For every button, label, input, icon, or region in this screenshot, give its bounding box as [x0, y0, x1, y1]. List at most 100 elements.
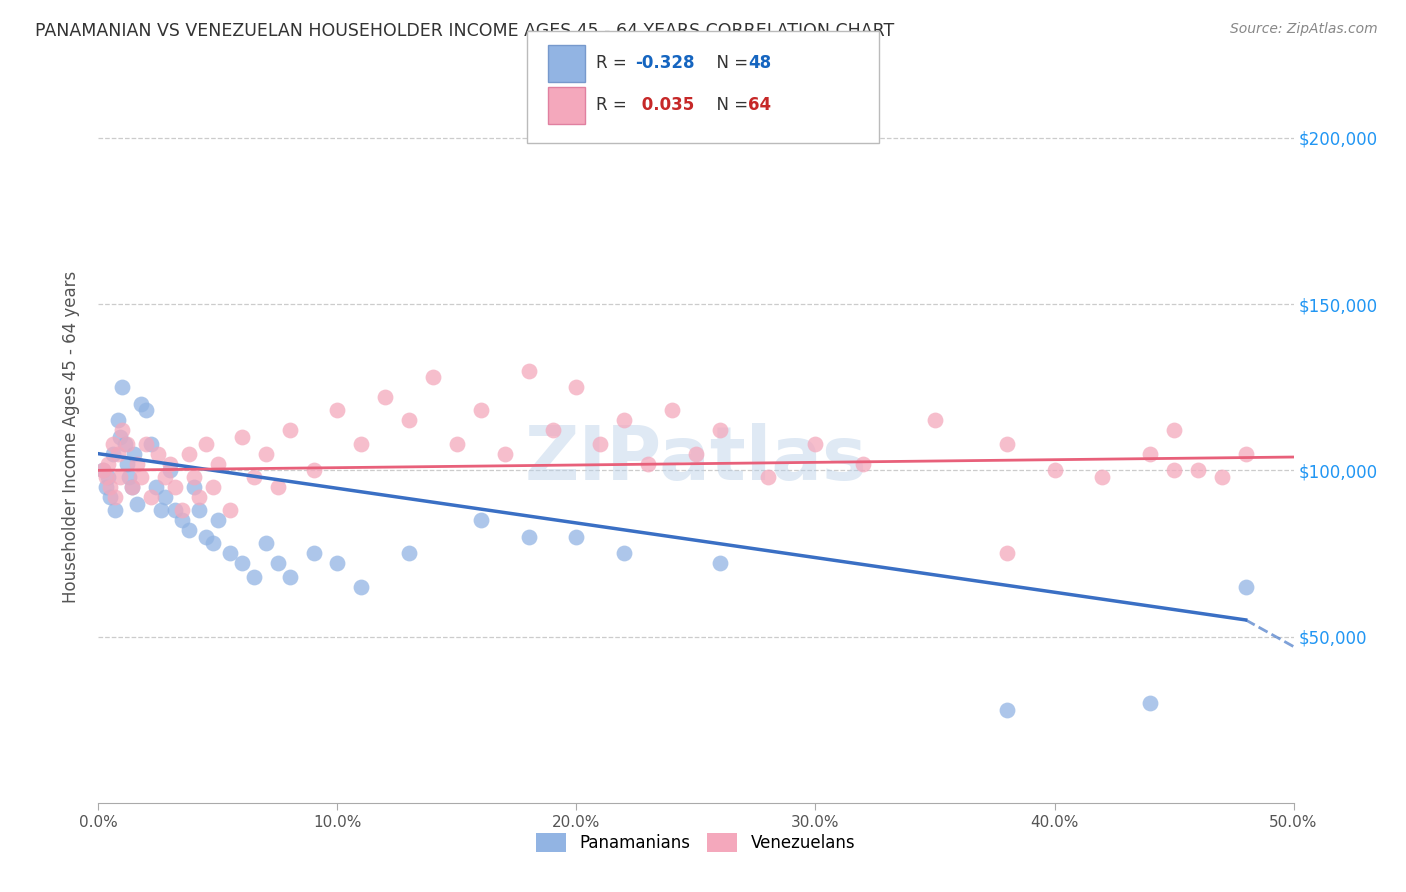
Point — [589, 436, 612, 450]
Point — [179, 447, 201, 461]
Point — [852, 457, 875, 471]
Point — [114, 436, 136, 450]
Point — [187, 503, 209, 517]
Point — [207, 457, 229, 471]
Point — [243, 570, 266, 584]
Point — [115, 457, 138, 471]
Point — [108, 470, 131, 484]
Point — [135, 436, 157, 450]
Point — [183, 480, 205, 494]
Point — [183, 470, 205, 484]
Point — [517, 530, 540, 544]
Point — [302, 546, 325, 560]
Point — [995, 546, 1018, 560]
Point — [278, 570, 301, 584]
Point — [661, 403, 683, 417]
Point — [517, 363, 540, 377]
Point — [231, 430, 253, 444]
Point — [613, 546, 636, 560]
Point — [101, 447, 124, 461]
Point — [97, 470, 120, 484]
Point — [108, 430, 131, 444]
Point — [135, 403, 157, 417]
Point — [302, 463, 325, 477]
Point — [172, 503, 194, 517]
Point — [1187, 463, 1209, 477]
Point — [637, 457, 659, 471]
Point — [254, 447, 277, 461]
Text: 48: 48 — [748, 54, 770, 72]
Point — [924, 413, 946, 427]
Point — [91, 463, 114, 477]
Point — [1139, 696, 1161, 710]
Point — [98, 490, 122, 504]
Point — [107, 413, 129, 427]
Point — [124, 447, 146, 461]
Point — [267, 557, 290, 571]
Point — [195, 436, 218, 450]
Text: 64: 64 — [748, 96, 770, 114]
Point — [350, 580, 373, 594]
Point — [111, 380, 134, 394]
Point — [470, 403, 492, 417]
Point — [121, 480, 143, 494]
Point — [111, 424, 134, 438]
Point — [278, 424, 301, 438]
Point — [104, 503, 127, 517]
Point — [326, 403, 349, 417]
Point — [267, 480, 290, 494]
Point — [207, 513, 229, 527]
Point — [101, 436, 124, 450]
Point — [1163, 463, 1185, 477]
Text: N =: N = — [706, 96, 754, 114]
Point — [1139, 447, 1161, 461]
Legend: Panamanians, Venezuelans: Panamanians, Venezuelans — [529, 824, 863, 860]
Text: N =: N = — [706, 54, 754, 72]
Text: PANAMANIAN VS VENEZUELAN HOUSEHOLDER INCOME AGES 45 - 64 YEARS CORRELATION CHART: PANAMANIAN VS VENEZUELAN HOUSEHOLDER INC… — [35, 22, 894, 40]
Point — [131, 397, 153, 411]
Point — [470, 513, 492, 527]
Point — [139, 490, 162, 504]
Point — [565, 530, 588, 544]
Point — [613, 413, 636, 427]
Point — [107, 447, 129, 461]
Point — [125, 457, 148, 471]
Point — [326, 557, 349, 571]
Point — [172, 513, 194, 527]
Point — [91, 463, 114, 477]
Text: 0.035: 0.035 — [636, 96, 693, 114]
Point — [446, 436, 468, 450]
Point — [565, 380, 588, 394]
Point — [104, 490, 127, 504]
Point — [494, 447, 516, 461]
Point — [145, 480, 167, 494]
Point — [374, 390, 396, 404]
Point — [398, 546, 420, 560]
Point — [1234, 447, 1257, 461]
Point — [995, 703, 1018, 717]
Point — [94, 480, 117, 494]
Text: R =: R = — [596, 96, 633, 114]
Point — [202, 536, 225, 550]
Y-axis label: Householder Income Ages 45 - 64 years: Householder Income Ages 45 - 64 years — [62, 271, 80, 603]
Point — [159, 457, 181, 471]
Point — [115, 436, 138, 450]
Point — [398, 413, 420, 427]
Point — [139, 436, 162, 450]
Point — [219, 503, 242, 517]
Point — [155, 490, 177, 504]
Point — [155, 470, 177, 484]
Point — [179, 523, 201, 537]
Point — [202, 480, 225, 494]
Point — [98, 480, 122, 494]
Point — [1211, 470, 1233, 484]
Point — [709, 557, 731, 571]
Text: R =: R = — [596, 54, 633, 72]
Point — [195, 530, 218, 544]
Point — [1043, 463, 1066, 477]
Point — [685, 447, 707, 461]
Point — [149, 503, 172, 517]
Point — [804, 436, 827, 450]
Point — [995, 436, 1018, 450]
Point — [131, 470, 153, 484]
